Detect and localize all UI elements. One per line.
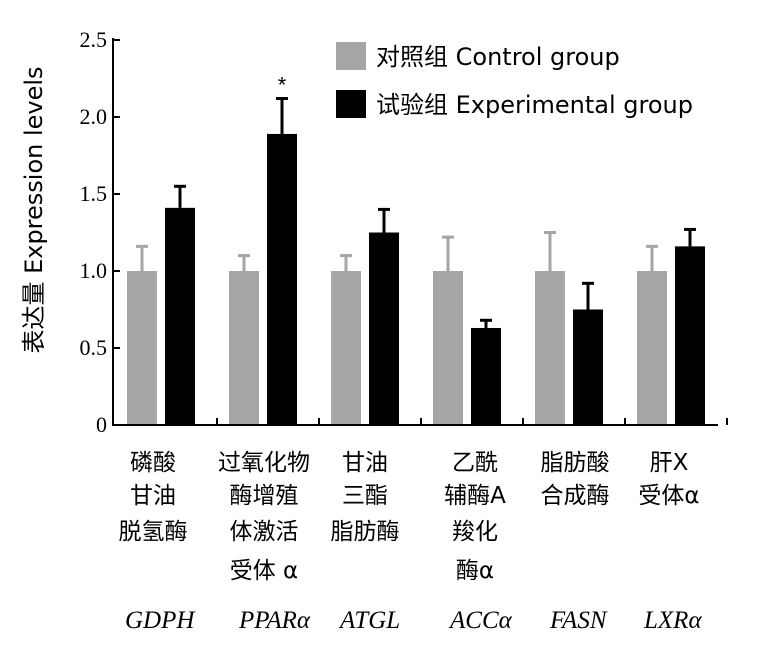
category-label-line: 乙酰 xyxy=(452,450,498,476)
category-label-line: 甘油 xyxy=(342,450,388,476)
significance-marker: * xyxy=(278,73,287,98)
category-abbreviation: ACCα xyxy=(448,607,513,634)
bar-control xyxy=(127,271,157,425)
category-abbreviation: GDPH xyxy=(125,607,196,634)
y-tick-label: 1.0 xyxy=(80,258,108,283)
bar-control xyxy=(229,271,259,425)
category-label-line: 磷酸 xyxy=(130,450,176,476)
bar-experimental xyxy=(471,327,501,425)
category-label-line: 羧化 xyxy=(452,519,498,545)
legend-swatch xyxy=(336,42,366,70)
legend-swatch xyxy=(336,90,366,118)
category-label-line: 受体 α xyxy=(230,558,298,584)
y-tick-label: 2.0 xyxy=(80,104,108,129)
bar-control xyxy=(637,271,667,425)
category-label-line: 辅酶A xyxy=(444,483,506,509)
y-tick-label: 2.5 xyxy=(80,27,108,52)
bar-experimental xyxy=(165,207,195,425)
y-tick-label: 0.5 xyxy=(80,335,108,360)
category-abbreviation: LXRα xyxy=(643,607,702,634)
category-label-line: 体激活 xyxy=(230,519,299,545)
category-label-line: 甘油 xyxy=(130,483,176,509)
category-label-line: 脱氢酶 xyxy=(119,519,188,545)
legend-label: 对照组 Control group xyxy=(376,43,620,71)
bar-experimental xyxy=(573,309,603,425)
category-label-line: 受体α xyxy=(638,483,699,509)
bar-experimental xyxy=(267,133,297,425)
bar-control xyxy=(433,271,463,425)
bar-control xyxy=(331,271,361,425)
category-label-line: 酶增殖 xyxy=(230,483,299,509)
y-axis-label: 表达量 Expression levels xyxy=(20,66,48,353)
category-label-line: 三酯 xyxy=(342,483,388,509)
category-label-line: 过氧化物 xyxy=(218,450,310,476)
y-tick-label: 1.5 xyxy=(80,181,108,206)
category-label-line: 酶α xyxy=(456,558,494,584)
bar-experimental xyxy=(369,232,399,425)
category-abbreviation: ATGL xyxy=(338,607,400,634)
category-label-line: 合成酶 xyxy=(541,483,610,509)
category-abbreviation: FASN xyxy=(549,607,608,634)
category-label-line: 脂肪酶 xyxy=(331,519,400,545)
bar-control xyxy=(535,271,565,425)
category-abbreviation: PPARα xyxy=(238,607,311,634)
legend-label: 试验组 Experimental group xyxy=(376,91,693,119)
y-tick-label: 0 xyxy=(96,412,107,437)
bar-experimental xyxy=(675,246,705,425)
category-label-line: 脂肪酸 xyxy=(541,450,610,476)
category-label-line: 肝X xyxy=(650,450,689,476)
